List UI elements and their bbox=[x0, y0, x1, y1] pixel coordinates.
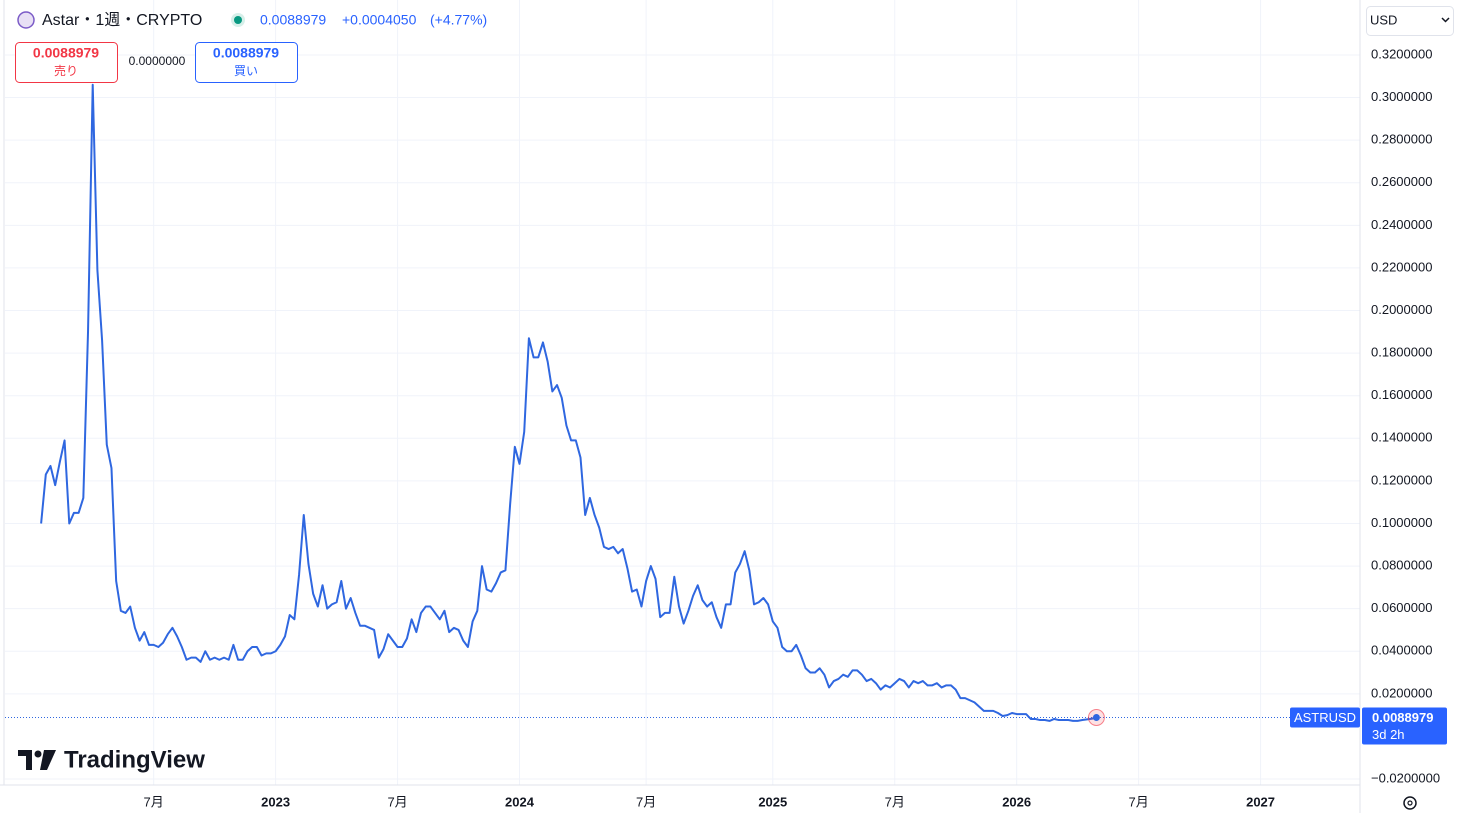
currency-selector[interactable] bbox=[1366, 6, 1454, 36]
spread: 0.0000000 bbox=[129, 54, 186, 68]
y-tick-label: 0.0800000 bbox=[1371, 558, 1432, 573]
dropdown-chevron bbox=[1441, 17, 1450, 23]
logo-dot bbox=[34, 750, 42, 758]
x-tick-label: 7月 bbox=[885, 794, 905, 809]
y-tick-label: 0.1000000 bbox=[1371, 515, 1432, 530]
y-tick-label: 0.0400000 bbox=[1371, 643, 1432, 658]
settings-hub bbox=[1407, 800, 1413, 806]
price-tag-value: 0.0088979 bbox=[1372, 710, 1433, 725]
y-tick-label: 0.2600000 bbox=[1371, 174, 1432, 189]
logo: TradingView bbox=[18, 746, 205, 773]
settings-button[interactable] bbox=[1403, 796, 1417, 810]
y-tick-label: 0.1600000 bbox=[1371, 387, 1432, 402]
y-tick-label: 0.2400000 bbox=[1371, 217, 1432, 232]
symbol-tag-text: ASTRUSD bbox=[1294, 710, 1356, 725]
y-tick-label: 0.1800000 bbox=[1371, 345, 1432, 360]
sell-button[interactable] bbox=[15, 42, 118, 83]
price-change-percent: (+4.77%) bbox=[430, 12, 487, 28]
x-tick-label: 7月 bbox=[387, 794, 407, 809]
x-tick-label: 2025 bbox=[758, 794, 787, 809]
x-tick-label: 7月 bbox=[1129, 794, 1149, 809]
x-tick-label: 2024 bbox=[505, 794, 535, 809]
last-point bbox=[1092, 713, 1100, 721]
sell-label: 売り bbox=[54, 63, 78, 78]
y-tick-label: 0.3000000 bbox=[1371, 89, 1432, 104]
y-tick-label: 0.1400000 bbox=[1371, 430, 1432, 445]
status-dot bbox=[234, 16, 242, 24]
x-tick-label: 7月 bbox=[636, 794, 656, 809]
buy-price: 0.0088979 bbox=[213, 45, 279, 61]
price-tag bbox=[1362, 707, 1447, 745]
symbol-icon bbox=[17, 11, 35, 29]
y-tick-label: 0.1200000 bbox=[1371, 472, 1432, 487]
y-tick-label: 0.3200000 bbox=[1371, 46, 1432, 61]
y-tick-label: 0.0200000 bbox=[1371, 685, 1432, 700]
price-change: +0.0004050 bbox=[342, 12, 417, 28]
price-line bbox=[40, 83, 1097, 722]
logo-mark bbox=[18, 750, 32, 770]
grid bbox=[5, 0, 1360, 785]
logo-text: TradingView bbox=[64, 746, 205, 773]
buy-button[interactable] bbox=[195, 42, 298, 83]
logo-slash bbox=[40, 750, 56, 770]
y-tick-label: 0.2200000 bbox=[1371, 259, 1432, 274]
sell-price: 0.0088979 bbox=[33, 45, 99, 61]
x-tick-label: 2023 bbox=[261, 794, 290, 809]
x-tick-label: 2027 bbox=[1246, 794, 1275, 809]
y-tick-label: 0.2000000 bbox=[1371, 302, 1432, 317]
buy-label: 買い bbox=[234, 64, 258, 78]
plot bbox=[5, 83, 1360, 726]
x-tick-label: 2026 bbox=[1002, 794, 1031, 809]
price-tag-countdown: 3d 2h bbox=[1372, 727, 1405, 742]
symbol-tag bbox=[1290, 707, 1360, 728]
symbol-title[interactable]: Astar・1週・CRYPTO bbox=[42, 11, 202, 29]
currency-label: USD bbox=[1370, 12, 1397, 27]
y-tick-label: 0.0600000 bbox=[1371, 600, 1432, 615]
x-tick-label: 7月 bbox=[144, 794, 164, 809]
y-tick-label: −0.0200000 bbox=[1371, 770, 1440, 785]
y-tick-label: 0.2800000 bbox=[1371, 132, 1432, 147]
last-price: 0.0088979 bbox=[260, 12, 326, 28]
